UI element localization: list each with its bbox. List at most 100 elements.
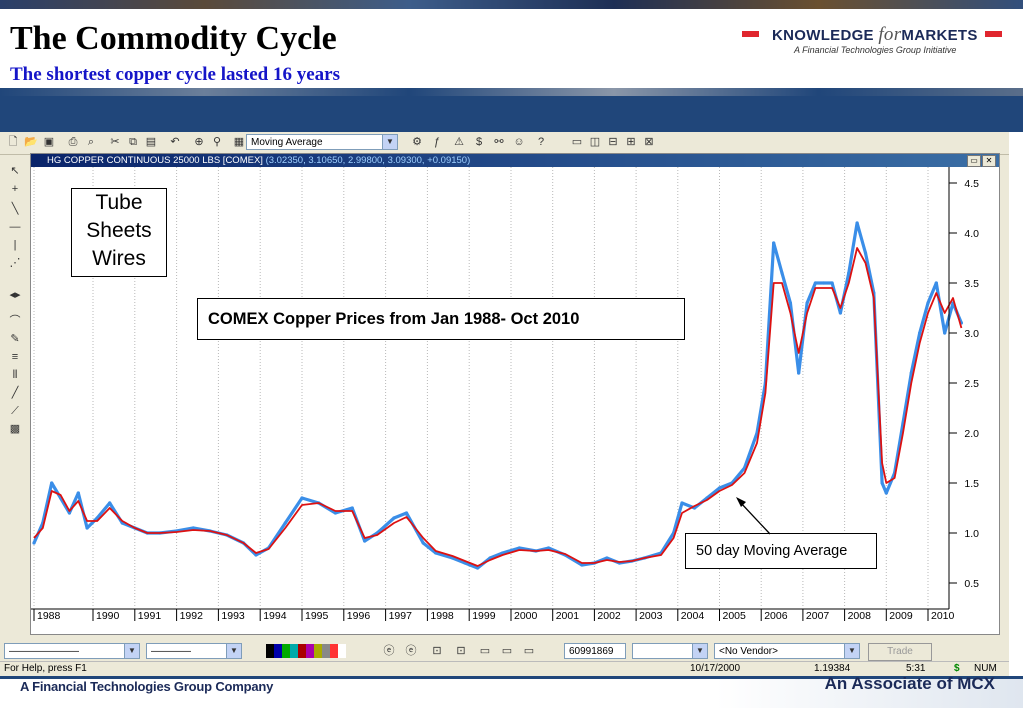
y-tick-label: 0.5 [964, 578, 979, 590]
ie2-icon[interactable]: ⓔ [405, 645, 417, 657]
header-band [0, 88, 1023, 132]
ma-label-box: 50 day Moving Average [685, 533, 877, 569]
retracement-icon[interactable]: ≡ [11, 351, 19, 363]
price-point [95, 516, 99, 520]
x-tick-label: 1999 [472, 610, 496, 622]
layout4-icon[interactable]: ▭ [501, 645, 513, 657]
price-point [780, 271, 784, 275]
crosshair-tool-icon[interactable]: + [11, 183, 19, 195]
grid-icon[interactable]: ⊞ [626, 136, 636, 148]
knowledge-for-markets-logo: KNOWLEDGE forMARKETS A Financial Technol… [740, 24, 1005, 64]
cycles-icon[interactable]: ⦀ [12, 369, 18, 381]
slide-title: The Commodity Cycle [10, 20, 337, 57]
x-tick-label: 1992 [180, 610, 204, 622]
study-icon[interactable]: ⚙ [412, 136, 422, 148]
x-tick-label: 2003 [639, 610, 663, 622]
price-point [300, 496, 304, 500]
y-tick-label: 3.5 [964, 278, 979, 290]
status-bar: For Help, press F1 10/17/2000 1.19384 5:… [0, 661, 1009, 676]
print-icon[interactable]: ⎙ [68, 136, 78, 148]
layout3-icon[interactable]: ▭ [479, 645, 491, 657]
find-icon[interactable]: ⚯ [494, 136, 504, 148]
restore-icon[interactable]: ▭ [967, 155, 981, 167]
x-tick-label: 1990 [96, 610, 120, 622]
layout5-icon[interactable]: ▭ [523, 645, 535, 657]
pencil-icon[interactable]: ✎ [10, 333, 20, 345]
y-tick-label: 3.0 [964, 328, 979, 340]
copy-icon[interactable]: ⧉ [129, 136, 137, 148]
top-decorative-strip [0, 0, 1023, 9]
footer-associate: An Associate of MCX [824, 674, 995, 693]
chart-type-icon[interactable]: ▦ [233, 136, 245, 148]
price-point [909, 371, 913, 375]
price-point [797, 371, 801, 375]
zoom-icon[interactable]: ⚲ [212, 136, 222, 148]
x-tick-label: 2001 [556, 610, 580, 622]
study-select[interactable]: Moving Average ▼ [246, 134, 398, 150]
logo-right-bar [985, 31, 1002, 37]
layout1-icon[interactable]: ⊡ [432, 645, 442, 657]
function-icon[interactable]: ƒ [433, 136, 441, 148]
price-point [363, 539, 367, 543]
price-point [283, 521, 287, 525]
new-icon[interactable]: 🗋 [8, 136, 18, 148]
price-point [350, 506, 354, 510]
pointer-icon[interactable]: ↖ [10, 165, 20, 177]
x-tick-label: 2000 [514, 610, 538, 622]
line-tool-icon[interactable]: ╱ [11, 387, 19, 399]
horizontal-line-icon[interactable]: — [9, 221, 21, 233]
color-palette[interactable] [266, 644, 346, 658]
status-currency: $ [954, 663, 960, 674]
price-point [838, 311, 843, 315]
print-preview-icon[interactable]: ⌕ [87, 136, 95, 148]
paste-icon[interactable]: ▤ [145, 136, 157, 148]
price-point [76, 491, 80, 495]
users-icon[interactable]: ☺ [513, 136, 525, 148]
line-width-select[interactable]: ———— ▼ [146, 643, 242, 659]
price-point [254, 553, 258, 557]
arc-icon[interactable]: ⌒ [9, 315, 21, 327]
status-value: 1.19384 [814, 663, 851, 674]
chevron-down-icon: ▼ [844, 644, 859, 658]
fan-icon[interactable]: ⋰ [9, 257, 21, 269]
close-icon[interactable]: ✕ [982, 155, 996, 167]
ie-icon[interactable]: ⓔ [383, 645, 395, 657]
line-style-select[interactable]: ——————— ▼ [4, 643, 140, 659]
price-point [822, 281, 826, 285]
gann-icon[interactable]: ⟋ [11, 405, 19, 417]
help-icon[interactable]: ? [537, 136, 545, 148]
x-tick-label: 1996 [347, 610, 371, 622]
price-point [943, 331, 947, 335]
trendline-icon[interactable]: ╲ [11, 203, 19, 215]
price-point [605, 556, 609, 560]
open-icon[interactable]: 📂 [24, 136, 38, 148]
alert-icon[interactable]: ⚠ [454, 136, 464, 148]
crosshair-icon[interactable]: ⊕ [194, 136, 204, 148]
vendor-select[interactable]: <No Vendor> ▼ [714, 643, 860, 659]
dollar-icon[interactable]: $ [475, 136, 483, 148]
layout2-icon[interactable]: ⊡ [456, 645, 466, 657]
empty-select[interactable]: ▼ [632, 643, 708, 659]
scroll-arrows-icon[interactable]: ◂▸ [9, 289, 21, 301]
quote-field[interactable]: 60991869 [564, 643, 626, 659]
window-icon[interactable]: ▭ [571, 136, 583, 148]
price-point [50, 481, 54, 485]
price-point [880, 481, 884, 485]
price-point [934, 281, 938, 285]
x-tick-label: 2008 [848, 610, 872, 622]
undo-icon[interactable]: ↶ [170, 136, 180, 148]
uses-box: Tube Sheets Wires [71, 188, 167, 277]
layout-icon[interactable]: ⊠ [644, 136, 654, 148]
split-vertical-icon[interactable]: ◫ [589, 136, 601, 148]
price-point [580, 563, 584, 567]
pattern-icon[interactable]: ▩ [9, 423, 21, 435]
split-horizontal-icon[interactable]: ⊟ [608, 136, 618, 148]
uses-item: Wires [92, 247, 146, 270]
chevron-down-icon: ▼ [226, 644, 241, 658]
chevron-down-icon: ▼ [382, 135, 397, 149]
trade-button[interactable]: Trade [868, 643, 932, 661]
y-tick-label: 4.5 [964, 178, 979, 190]
vertical-line-icon[interactable]: | [13, 239, 17, 251]
save-icon[interactable]: ▣ [43, 136, 55, 148]
cut-icon[interactable]: ✂ [110, 136, 120, 148]
